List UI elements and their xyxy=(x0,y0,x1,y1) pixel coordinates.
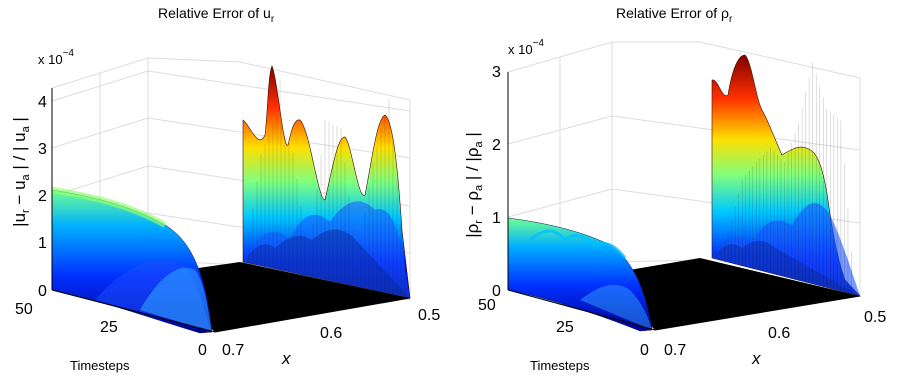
right-z-tick-0: 0 xyxy=(492,283,501,300)
right-mesh-lines xyxy=(717,62,852,296)
right-z-tick-3: 3 xyxy=(492,64,501,81)
right-panel: Relative Error of ρr 0 xyxy=(463,5,886,373)
left-z-tick-3: 3 xyxy=(38,141,47,158)
right-t-label: Timesteps xyxy=(530,358,590,373)
right-z-label: |ρr − ρa | / |ρa | xyxy=(463,132,485,238)
left-t-tick-0: 0 xyxy=(198,342,207,359)
left-z-tick-4: 4 xyxy=(38,94,47,111)
left-z-scale: x 10−4 xyxy=(38,48,74,67)
right-t-tick-0: 0 xyxy=(640,342,649,359)
left-mesh-lines xyxy=(248,98,406,298)
right-floor xyxy=(600,258,860,330)
left-t-label: Timesteps xyxy=(70,358,130,373)
left-z-tick-2: 2 xyxy=(38,188,47,205)
left-back-surface xyxy=(242,65,411,299)
right-t-tick-50: 50 xyxy=(478,297,496,314)
right-x-tick-0.7: 0.7 xyxy=(664,342,686,359)
left-t-tick-50: 50 xyxy=(15,301,33,318)
right-x-tick-0.5: 0.5 xyxy=(864,309,886,326)
left-z-label: |ur − ua | / | ua | xyxy=(10,117,32,227)
right-z-scale: x 10−4 xyxy=(508,38,544,57)
left-title: Relative Error of ur xyxy=(158,5,275,25)
left-front-surface xyxy=(51,187,213,334)
left-floor xyxy=(150,262,410,332)
right-t-tick-25: 25 xyxy=(556,319,574,336)
left-axes xyxy=(51,88,411,333)
left-x-tick-0.5: 0.5 xyxy=(418,307,440,324)
right-z-tick-2: 2 xyxy=(492,137,501,154)
right-x-label: x xyxy=(751,349,761,368)
right-z-tick-1: 1 xyxy=(492,210,501,227)
left-z-tick-0: 0 xyxy=(38,283,47,300)
left-z-tick-1: 1 xyxy=(38,235,47,252)
right-back-surface xyxy=(711,54,861,297)
left-x-tick-0.6: 0.6 xyxy=(320,325,342,342)
right-front-surface xyxy=(507,217,653,332)
left-x-tick-0.7: 0.7 xyxy=(222,342,244,359)
right-title: Relative Error of ρr xyxy=(616,5,733,25)
right-x-tick-0.6: 0.6 xyxy=(768,325,790,342)
left-panel: Relative Error of ur xyxy=(10,5,440,373)
right-axes xyxy=(507,72,861,331)
left-t-tick-25: 25 xyxy=(100,319,118,336)
left-x-label: x xyxy=(281,349,291,368)
